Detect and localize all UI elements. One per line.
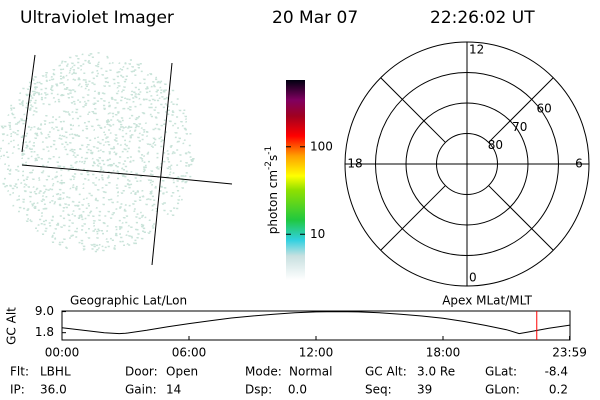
y-tick-label: 1.8 bbox=[35, 325, 54, 339]
plot-title-right: Apex MLat/MLT bbox=[442, 294, 532, 308]
x-tick-label: 23:59 bbox=[552, 346, 587, 360]
plot-title-left: Geographic Lat/Lon bbox=[70, 294, 187, 308]
mlt-label: 12 bbox=[469, 43, 484, 57]
status-label: Dsp: bbox=[245, 383, 272, 397]
status-label: GLat: bbox=[485, 365, 517, 379]
status-value: LBHL bbox=[40, 365, 71, 379]
axis bbox=[380, 185, 446, 251]
date: 20 Mar 07 bbox=[272, 8, 358, 28]
status-value: Normal bbox=[289, 365, 332, 379]
x-tick-label: 06:00 bbox=[172, 346, 207, 360]
status-label: Flt: bbox=[10, 365, 29, 379]
x-tick-label: 12:00 bbox=[299, 346, 334, 360]
status-value: -8.4 bbox=[545, 365, 568, 379]
status-value: 39 bbox=[417, 383, 432, 397]
status-value: 36.0 bbox=[40, 383, 67, 397]
parallel bbox=[21, 164, 233, 185]
meridian bbox=[151, 62, 173, 266]
colorbar-label: photon cm-2s-1 bbox=[264, 146, 280, 235]
axis bbox=[488, 185, 554, 251]
time: 22:26:02 UT bbox=[430, 8, 535, 28]
colorbar-tick-label: 10 bbox=[310, 227, 325, 241]
axis bbox=[488, 77, 554, 143]
y-axis-label: GC Alt bbox=[5, 307, 19, 345]
status-label: Gain: bbox=[125, 383, 157, 397]
x-tick-label: 00:00 bbox=[45, 346, 80, 360]
altitude-curve bbox=[61, 311, 571, 335]
status-label: Door: bbox=[125, 365, 158, 379]
globe-speckle bbox=[0, 52, 195, 253]
colorbar bbox=[286, 80, 305, 280]
x-tick-label: 18:00 bbox=[426, 346, 461, 360]
y-tick-label: 9.0 bbox=[35, 304, 54, 318]
axis bbox=[380, 77, 446, 143]
lat-label: 80 bbox=[488, 138, 503, 152]
mlt-label: 0 bbox=[469, 271, 477, 285]
status-label: GLon: bbox=[485, 383, 520, 397]
mlt-label: 6 bbox=[575, 157, 583, 171]
title: Ultraviolet Imager bbox=[20, 8, 174, 28]
status-label: GC Alt: bbox=[365, 365, 407, 379]
status-label: Seq: bbox=[365, 383, 392, 397]
status-value: 3.0 Re bbox=[417, 365, 455, 379]
mlt-label: 18 bbox=[347, 157, 362, 171]
plot-frame bbox=[61, 310, 571, 341]
status-label: Mode: bbox=[245, 365, 282, 379]
status-value: Open bbox=[166, 365, 198, 379]
status-value: 14 bbox=[166, 383, 181, 397]
status-value: 0.2 bbox=[549, 383, 568, 397]
meridian bbox=[21, 54, 36, 153]
globe-image bbox=[0, 52, 195, 253]
status-label: IP: bbox=[10, 383, 25, 397]
lat-label: 70 bbox=[512, 120, 527, 134]
lat-label: 60 bbox=[537, 102, 552, 116]
colorbar-tick-label: 100 bbox=[310, 139, 333, 153]
status-value: 0.0 bbox=[288, 383, 307, 397]
